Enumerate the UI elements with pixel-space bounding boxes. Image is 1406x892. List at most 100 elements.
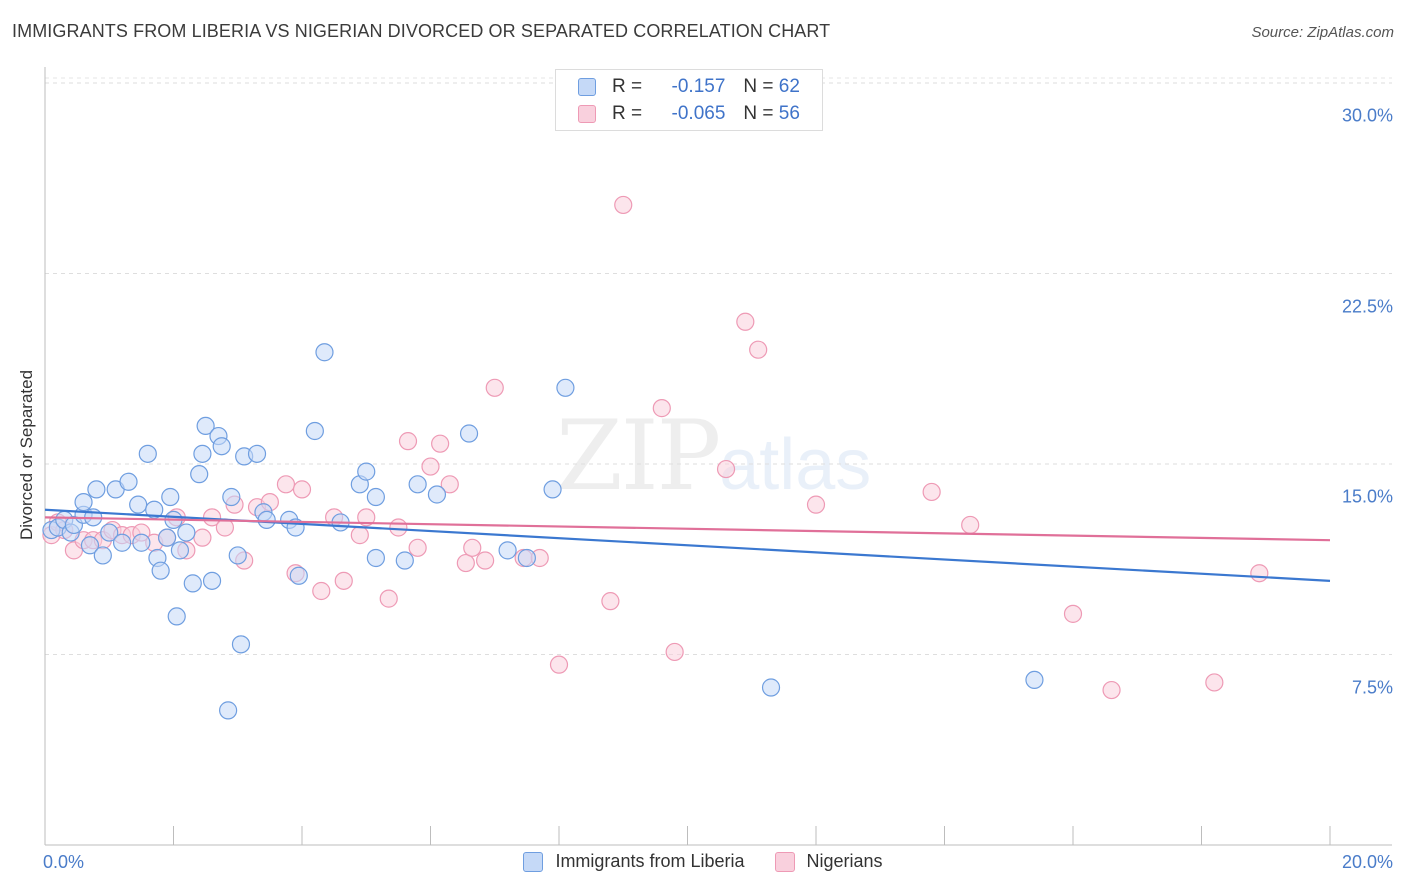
nigerian-point-39[interactable] bbox=[476, 551, 495, 570]
watermark: ZIPatlas bbox=[556, 400, 871, 512]
nigerian-point-55[interactable] bbox=[1102, 680, 1121, 700]
stats-row-nigerian: R = -0.065 N = 56 bbox=[578, 101, 800, 127]
nigerian-point-35[interactable] bbox=[431, 434, 450, 453]
nigerian-point-47[interactable] bbox=[665, 642, 684, 662]
nigerian-point-48[interactable] bbox=[716, 459, 736, 479]
liberia-point-24[interactable] bbox=[167, 607, 186, 626]
legend-item-nigerians[interactable]: Nigerians bbox=[774, 851, 883, 872]
liberia-point-10[interactable] bbox=[93, 546, 112, 565]
nigerian-point-46[interactable] bbox=[652, 399, 671, 418]
nigerian-point-34[interactable] bbox=[421, 457, 440, 476]
nigerian-point-45[interactable] bbox=[614, 195, 633, 215]
nigerian-point-50[interactable] bbox=[749, 340, 768, 359]
liberia-point-14[interactable] bbox=[119, 472, 138, 491]
liberia-r-value: -0.157 bbox=[671, 76, 726, 97]
liberia-point-56[interactable] bbox=[498, 541, 517, 560]
liberia-point-26[interactable] bbox=[177, 523, 196, 542]
nigerian-point-53[interactable] bbox=[961, 515, 980, 535]
liberia-point-30[interactable] bbox=[196, 416, 215, 435]
trend-lines bbox=[44, 508, 1331, 582]
nigerian-point-27[interactable] bbox=[334, 571, 353, 590]
nigerian-point-43[interactable] bbox=[549, 655, 569, 674]
liberia-n-label: N = bbox=[743, 76, 774, 97]
nigerian-point-29[interactable] bbox=[357, 508, 376, 527]
liberia-point-13[interactable] bbox=[112, 533, 132, 552]
liberia-point-59[interactable] bbox=[556, 378, 575, 397]
liberia-point-11[interactable] bbox=[100, 523, 119, 542]
nigerian-point-24[interactable] bbox=[292, 480, 312, 499]
source-credit: Source: ZipAtlas.com bbox=[1251, 24, 1394, 41]
nigerian-point-49[interactable] bbox=[736, 312, 755, 331]
liberia-point-9[interactable] bbox=[87, 480, 106, 499]
nigerian-point-51[interactable] bbox=[806, 495, 826, 514]
chart-title: IMMIGRANTS FROM LIBERIA VS NIGERIAN DIVO… bbox=[12, 21, 831, 41]
legend-item-liberia[interactable]: Immigrants from Liberia bbox=[523, 851, 745, 872]
liberia-point-22[interactable] bbox=[161, 487, 180, 507]
liberia-point-55[interactable] bbox=[459, 424, 479, 443]
nigerian-point-15[interactable] bbox=[193, 528, 212, 547]
liberia-point-53[interactable] bbox=[408, 475, 427, 494]
liberia-point-60[interactable] bbox=[761, 678, 781, 697]
legend-swatch-liberia bbox=[523, 851, 544, 872]
nigerian-point-30[interactable] bbox=[379, 589, 398, 608]
liberia-point-6[interactable] bbox=[74, 493, 93, 512]
nigerian-point-31[interactable] bbox=[389, 518, 408, 537]
liberia-point-28[interactable] bbox=[190, 465, 209, 484]
liberia-point-17[interactable] bbox=[138, 444, 157, 463]
y-tick-label-0: 7.5% bbox=[1351, 677, 1393, 697]
nigerian-point-25[interactable] bbox=[312, 581, 331, 601]
nigerian-point-57[interactable] bbox=[1250, 564, 1269, 583]
liberia-point-58[interactable] bbox=[543, 480, 562, 499]
nigerian-point-44[interactable] bbox=[601, 592, 620, 611]
nigerian-swatch bbox=[578, 105, 596, 123]
liberia-point-15[interactable] bbox=[129, 495, 148, 514]
liberia-point-7[interactable] bbox=[80, 536, 100, 555]
liberia-point-49[interactable] bbox=[357, 462, 376, 481]
nigerian-point-32[interactable] bbox=[398, 432, 418, 451]
liberia-point-37[interactable] bbox=[231, 635, 251, 654]
liberia-point-35[interactable] bbox=[222, 487, 241, 507]
liberia-n-value: 62 bbox=[778, 76, 800, 97]
nigerian-point-33[interactable] bbox=[408, 538, 427, 557]
nigerian-point-54[interactable] bbox=[1063, 604, 1083, 623]
nigerian-r-label: R = bbox=[612, 103, 643, 124]
legend-label-liberia: Immigrants from Liberia bbox=[555, 851, 745, 871]
liberia-point-31[interactable] bbox=[202, 571, 222, 590]
watermark-zip: ZIP bbox=[556, 400, 721, 512]
liberia-point-34[interactable] bbox=[219, 701, 238, 720]
nigerian-point-56[interactable] bbox=[1205, 673, 1224, 692]
liberia-point-39[interactable] bbox=[247, 444, 267, 463]
liberia-point-52[interactable] bbox=[395, 551, 414, 570]
liberia-point-20[interactable] bbox=[151, 561, 170, 580]
liberia-point-33[interactable] bbox=[212, 437, 231, 456]
nigerian-point-38[interactable] bbox=[463, 538, 482, 557]
nigerian-point-16[interactable] bbox=[202, 508, 222, 527]
liberia-point-41[interactable] bbox=[257, 510, 276, 529]
watermark-atlas: atlas bbox=[719, 425, 872, 505]
liberia-point-16[interactable] bbox=[132, 533, 151, 552]
legend-swatch-nigerians bbox=[774, 851, 795, 872]
liberia-point-27[interactable] bbox=[183, 574, 202, 593]
liberia-swatch bbox=[578, 78, 596, 96]
liberia-point-29[interactable] bbox=[193, 444, 212, 463]
liberia-point-25[interactable] bbox=[170, 541, 190, 560]
liberia-r-label: R = bbox=[612, 76, 643, 97]
nigerian-point-22[interactable] bbox=[276, 475, 296, 494]
x-tick-label-1: 20.0% bbox=[1341, 852, 1393, 872]
nigerian-point-36[interactable] bbox=[440, 475, 459, 494]
liberia-point-57[interactable] bbox=[517, 548, 536, 568]
liberia-point-54[interactable] bbox=[427, 485, 447, 504]
chart-legend: Immigrants from Liberia Nigerians bbox=[0, 851, 1406, 872]
liberia-point-45[interactable] bbox=[305, 421, 324, 441]
liberia-point-46[interactable] bbox=[315, 343, 334, 362]
liberia-point-21[interactable] bbox=[157, 528, 177, 547]
nigerian-point-28[interactable] bbox=[350, 526, 369, 545]
nigerian-point-52[interactable] bbox=[922, 482, 941, 502]
liberia-point-36[interactable] bbox=[228, 546, 247, 565]
liberia-point-50[interactable] bbox=[366, 487, 385, 507]
nigerian-point-40[interactable] bbox=[485, 378, 504, 397]
liberia-point-51[interactable] bbox=[366, 548, 385, 568]
nigerian-point-37[interactable] bbox=[456, 553, 475, 573]
liberia-point-44[interactable] bbox=[289, 566, 308, 585]
liberia-point-61[interactable] bbox=[1025, 670, 1044, 690]
